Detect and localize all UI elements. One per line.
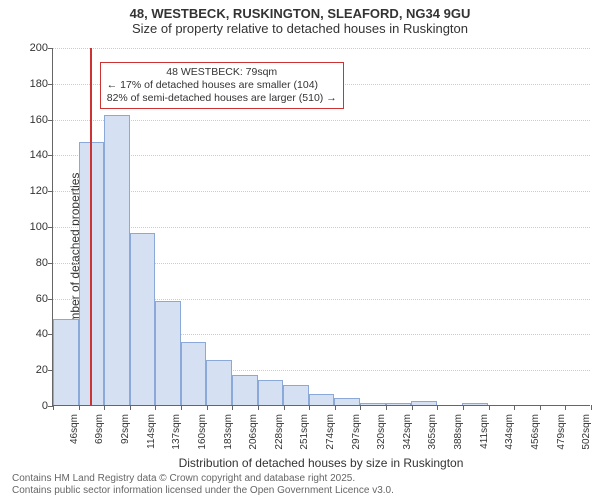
x-tick-label: 365sqm xyxy=(427,414,438,450)
y-tick-label: 0 xyxy=(12,400,48,412)
x-tick-label: 206sqm xyxy=(248,414,259,450)
x-tick-mark xyxy=(284,405,285,410)
x-tick-label: 274sqm xyxy=(325,414,336,450)
x-tick-mark xyxy=(489,405,490,410)
histogram-bar xyxy=(232,375,258,405)
x-tick-mark xyxy=(130,405,131,410)
x-tick-mark xyxy=(386,405,387,410)
x-tick-mark xyxy=(258,405,259,410)
x-tick-mark xyxy=(412,405,413,410)
histogram-bar xyxy=(334,398,360,405)
x-tick-label: 502sqm xyxy=(581,414,592,450)
y-tick-mark xyxy=(48,406,53,407)
annotation-line-1: 48 WESTBECK: 79sqm xyxy=(107,66,337,79)
page-subtitle: Size of property relative to detached ho… xyxy=(0,21,600,42)
y-tick-mark xyxy=(48,48,53,49)
page-title: 48, WESTBECK, RUSKINGTON, SLEAFORD, NG34… xyxy=(0,0,600,21)
x-tick-label: 114sqm xyxy=(146,414,157,449)
x-tick-mark xyxy=(540,405,541,410)
footer-line-1: Contains HM Land Registry data © Crown c… xyxy=(12,473,355,484)
x-tick-mark xyxy=(232,405,233,410)
x-tick-label: 479sqm xyxy=(556,414,567,450)
x-tick-label: 160sqm xyxy=(197,414,208,450)
y-tick-label: 140 xyxy=(12,149,48,161)
x-tick-label: 342sqm xyxy=(402,414,413,450)
x-axis-label: Distribution of detached houses by size … xyxy=(52,456,590,470)
x-tick-mark xyxy=(181,405,182,410)
x-tick-mark xyxy=(514,405,515,410)
y-tick-mark xyxy=(48,299,53,300)
y-tick-label: 100 xyxy=(12,221,48,233)
x-tick-label: 137sqm xyxy=(171,414,182,450)
x-tick-mark xyxy=(591,405,592,410)
histogram-bar xyxy=(181,342,207,405)
x-tick-mark xyxy=(207,405,208,410)
y-tick-label: 200 xyxy=(12,42,48,54)
property-marker-line xyxy=(90,48,92,406)
x-tick-label: 69sqm xyxy=(94,414,105,444)
x-tick-label: 251sqm xyxy=(299,414,310,450)
x-tick-mark xyxy=(565,405,566,410)
x-tick-mark xyxy=(309,405,310,410)
histogram-bar xyxy=(206,360,232,405)
x-tick-mark xyxy=(360,405,361,410)
y-tick-label: 160 xyxy=(12,114,48,126)
x-tick-mark xyxy=(155,405,156,410)
y-tick-label: 20 xyxy=(12,364,48,376)
x-tick-mark xyxy=(53,405,54,410)
x-tick-mark xyxy=(437,405,438,410)
y-tick-mark xyxy=(48,155,53,156)
x-tick-label: 456sqm xyxy=(530,414,541,450)
y-tick-label: 60 xyxy=(12,293,48,305)
x-tick-mark xyxy=(79,405,80,410)
x-tick-label: 434sqm xyxy=(504,414,515,450)
y-tick-mark xyxy=(48,370,53,371)
plot-region: 48 WESTBECK: 79sqm ← 17% of detached hou… xyxy=(52,48,590,406)
y-tick-label: 40 xyxy=(12,328,48,340)
x-tick-mark xyxy=(463,405,464,410)
histogram-bar xyxy=(386,403,412,405)
histogram-bar xyxy=(104,115,130,405)
x-tick-label: 228sqm xyxy=(274,414,285,450)
x-tick-label: 388sqm xyxy=(453,414,464,450)
annotation-line-2: ← 17% of detached houses are smaller (10… xyxy=(107,79,337,92)
x-tick-label: 297sqm xyxy=(351,414,362,450)
y-tick-mark xyxy=(48,191,53,192)
histogram-bar xyxy=(53,319,79,405)
y-tick-mark xyxy=(48,227,53,228)
x-tick-label: 411sqm xyxy=(479,414,490,449)
histogram-bar xyxy=(130,233,156,405)
x-tick-mark xyxy=(104,405,105,410)
y-tick-mark xyxy=(48,120,53,121)
histogram-bar xyxy=(155,301,181,405)
y-tick-label: 80 xyxy=(12,257,48,269)
x-tick-label: 92sqm xyxy=(120,414,131,444)
footer-line-2: Contains public sector information licen… xyxy=(12,485,394,496)
histogram-bar xyxy=(462,403,488,405)
y-tick-label: 180 xyxy=(12,78,48,90)
histogram-bar xyxy=(258,380,284,405)
x-tick-label: 183sqm xyxy=(223,414,234,450)
y-tick-mark xyxy=(48,263,53,264)
histogram-bar xyxy=(309,394,335,405)
annotation-box: 48 WESTBECK: 79sqm ← 17% of detached hou… xyxy=(100,62,344,109)
y-tick-mark xyxy=(48,334,53,335)
x-tick-label: 320sqm xyxy=(376,414,387,450)
y-tick-mark xyxy=(48,84,53,85)
chart-area: Number of detached properties 48 WESTBEC… xyxy=(52,48,590,406)
histogram-bar xyxy=(411,401,437,405)
x-tick-label: 46sqm xyxy=(69,414,80,444)
x-tick-mark xyxy=(335,405,336,410)
annotation-line-3: 82% of semi-detached houses are larger (… xyxy=(107,92,337,105)
histogram-bar xyxy=(283,385,309,405)
y-tick-label: 120 xyxy=(12,185,48,197)
histogram-bar xyxy=(360,403,386,405)
